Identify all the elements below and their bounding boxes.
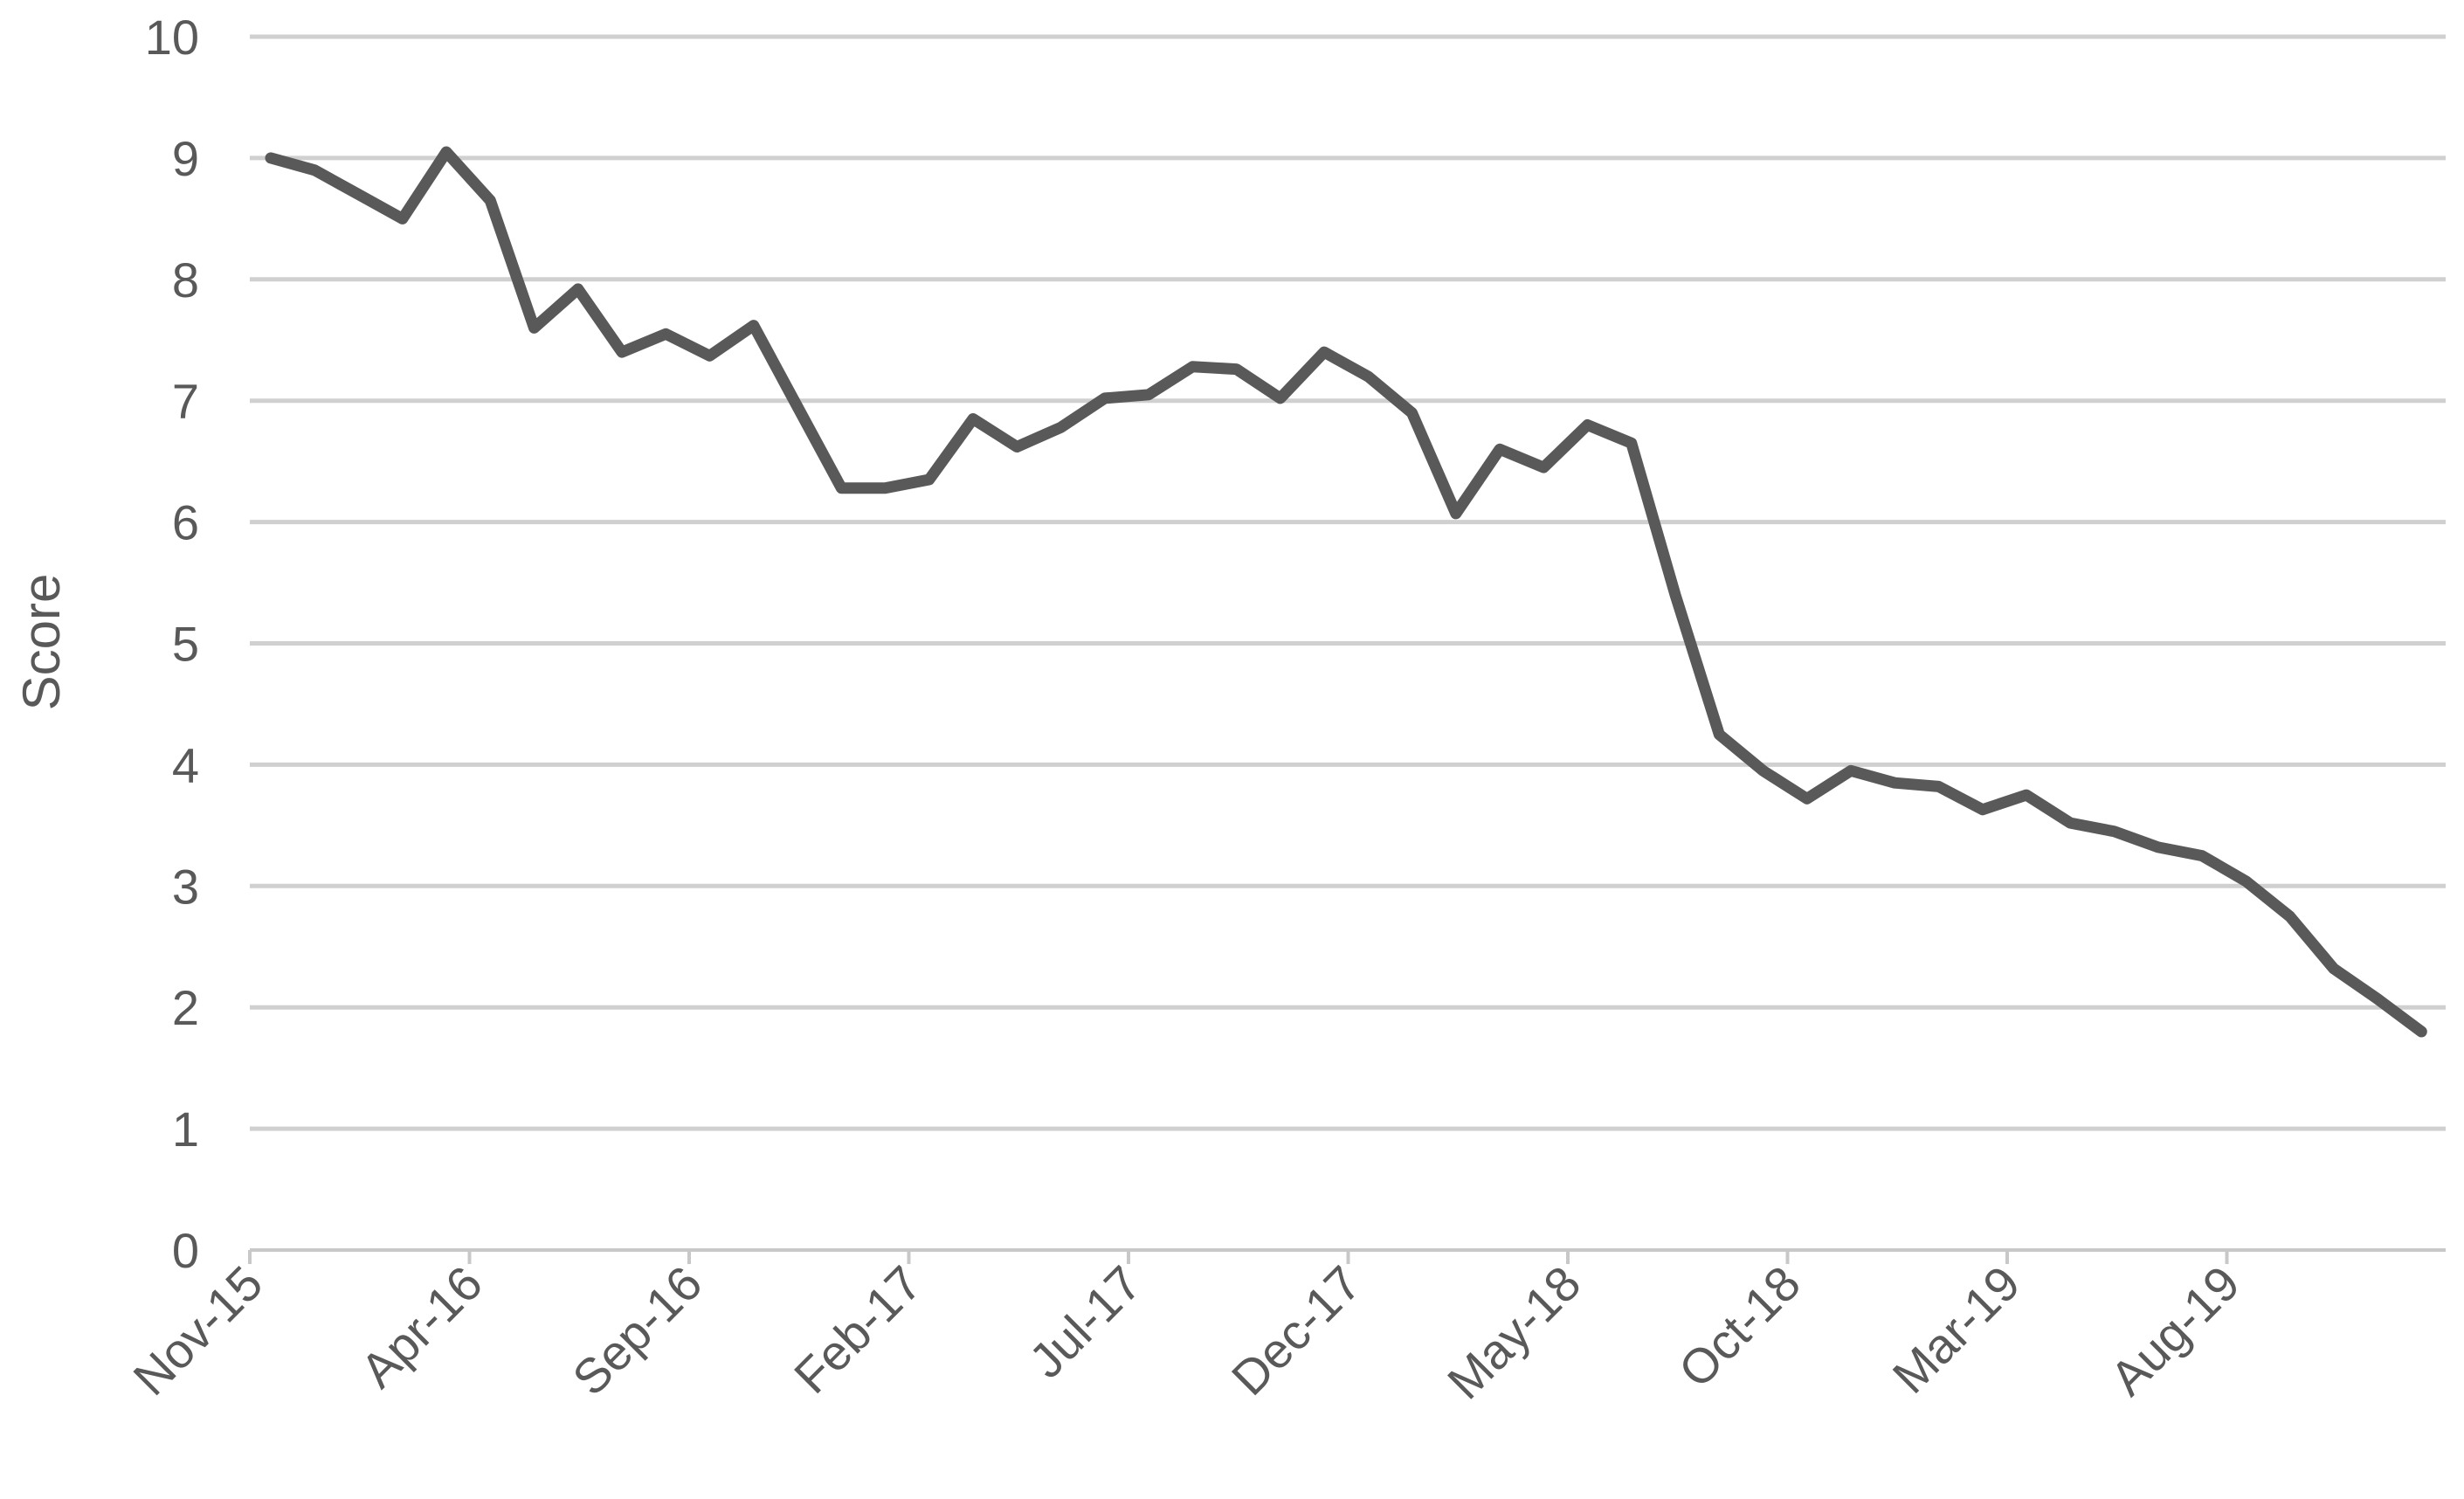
x-tick-label: Apr-16 <box>350 1255 493 1398</box>
data-point <box>399 216 405 222</box>
data-point <box>663 331 669 337</box>
data-point <box>970 416 976 422</box>
data-point <box>2375 996 2380 1002</box>
data-point <box>795 404 800 410</box>
data-point <box>1848 768 1853 774</box>
data-point <box>1101 395 1108 401</box>
x-tick-label: Mar-19 <box>1882 1255 2031 1404</box>
x-tick-label: Aug-19 <box>2100 1255 2250 1406</box>
data-point <box>1497 446 1502 452</box>
data-point <box>531 325 537 331</box>
data-point <box>1014 444 1020 450</box>
gridlines <box>250 34 2446 1131</box>
y-tick-label: 10 <box>145 10 199 65</box>
data-point <box>268 155 273 161</box>
data-point <box>1322 349 1327 356</box>
data-point <box>1190 363 1196 370</box>
x-tick-label: Oct-18 <box>1668 1255 1811 1398</box>
y-axis-tick-labels: 0 1 2 3 4 5 6 7 8 9 10 <box>145 10 199 1278</box>
data-point <box>1628 440 1634 446</box>
data-point <box>1277 395 1283 401</box>
data-point <box>444 149 449 155</box>
y-tick-label: 0 <box>172 1223 199 1278</box>
data-point <box>1584 422 1591 428</box>
data-point <box>2199 853 2205 859</box>
data-point <box>1146 391 1151 397</box>
data-point <box>1892 780 1898 786</box>
data-point <box>2419 1028 2425 1034</box>
data-point <box>1409 410 1415 416</box>
y-tick-label: 6 <box>172 495 199 550</box>
data-point <box>2155 844 2161 850</box>
data-point <box>1673 591 1678 598</box>
data-point <box>2067 820 2074 826</box>
y-axis-title: Score <box>12 574 71 711</box>
series-line <box>265 146 2427 1038</box>
data-point <box>2287 914 2293 920</box>
data-point <box>839 485 845 491</box>
data-point <box>487 197 493 204</box>
y-tick-label: 9 <box>172 131 199 186</box>
series-layer <box>265 146 2427 1038</box>
data-point <box>312 167 318 173</box>
data-point <box>882 485 888 491</box>
data-point <box>355 191 362 197</box>
y-tick-label: 8 <box>172 252 199 307</box>
data-point <box>1760 768 1766 774</box>
data-point <box>1233 366 1239 372</box>
x-tick-label: Sep-16 <box>562 1255 712 1406</box>
data-point <box>2024 792 2029 798</box>
y-tick-label: 4 <box>172 737 199 792</box>
data-point <box>1804 796 1810 802</box>
y-tick-label: 1 <box>172 1102 199 1157</box>
data-point <box>750 322 756 328</box>
data-point <box>707 353 713 359</box>
data-point <box>575 286 581 292</box>
y-tick-label: 7 <box>172 374 199 429</box>
x-tick-label: May-18 <box>1437 1255 1591 1410</box>
data-point <box>1936 784 1942 790</box>
y-tick-label: 3 <box>172 859 199 914</box>
data-point <box>1541 465 1547 471</box>
data-point <box>926 476 932 482</box>
data-point <box>1453 510 1459 516</box>
data-point <box>2111 828 2117 834</box>
data-point <box>1716 731 1722 737</box>
x-axis <box>248 1248 2446 1264</box>
data-point <box>1979 806 1985 812</box>
y-tick-label: 5 <box>172 617 199 672</box>
x-axis-tick-labels: Nov-15 Apr-16 Sep-16 Feb-17 Jul-17 Dec-17 May-… <box>122 1255 2250 1410</box>
x-tick-label: Feb-17 <box>783 1255 932 1404</box>
x-tick-label: Jul-17 <box>1018 1255 1151 1388</box>
y-tick-label: 2 <box>172 980 199 1035</box>
data-point <box>1365 373 1371 379</box>
data-point <box>619 349 625 356</box>
data-point <box>2243 878 2249 884</box>
x-tick-label: Dec-17 <box>1221 1255 1371 1406</box>
data-point <box>1058 425 1064 431</box>
data-point <box>2330 965 2336 971</box>
